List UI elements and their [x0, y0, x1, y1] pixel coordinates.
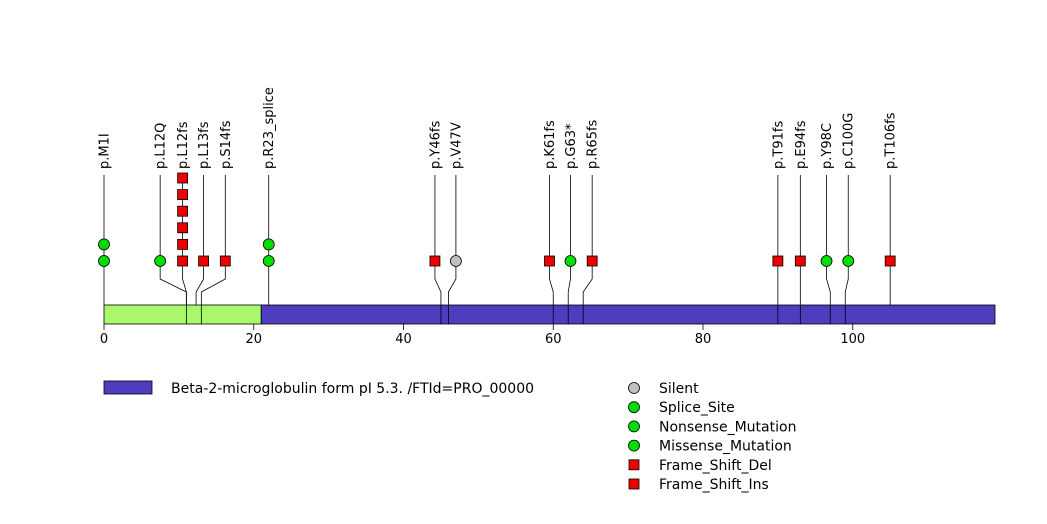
legend-region-label: Beta-2-microglobulin form pI 5.3. /FTId=… [171, 381, 534, 397]
legend-marker-5 [628, 478, 640, 490]
mutation-label-0: p.M1I [98, 133, 113, 169]
legend-marker-2 [628, 420, 640, 433]
mutation-marker-11-0 [772, 255, 784, 267]
mutation-label-6: p.Y46fs [428, 121, 443, 169]
mutation-marker-8-0 [544, 255, 555, 267]
x-tick-label-2: 40 [395, 332, 412, 347]
mutation-label-8: p.K61fs [543, 120, 558, 169]
x-tick-label-0: 0 [100, 332, 108, 347]
mutation-label-12: p.E94fs [794, 120, 809, 169]
mutation-label-13: p.Y98C [820, 123, 835, 169]
protein-region-0 [103, 304, 262, 325]
mutation-marker-14-0 [842, 255, 855, 267]
legend-region-swatch [103, 380, 153, 395]
mutation-marker-3-0 [198, 255, 209, 267]
mutation-marker-1-0 [154, 255, 167, 267]
mutation-marker-0-1 [98, 238, 110, 251]
legend-label-2: Nonsense_Mutation [659, 419, 796, 435]
mutation-stem-10 [582, 175, 593, 305]
legend-label-1: Splice_Site [659, 400, 735, 416]
mutation-marker-13-0 [820, 255, 833, 267]
mutation-stem-14 [844, 175, 849, 305]
mutation-markers-layer [98, 172, 896, 267]
mutation-stem-9 [567, 175, 571, 305]
mutation-marker-5-1 [262, 238, 275, 251]
x-tick-label-1: 20 [245, 332, 262, 347]
legend-marker-4 [628, 459, 640, 471]
mutation-label-11: p.T91fs [771, 121, 786, 169]
mutation-marker-2-2 [177, 222, 189, 234]
mutation-label-14: p.C100G [842, 113, 857, 169]
mutation-marker-6-0 [429, 255, 441, 267]
mutation-stem-7 [448, 175, 457, 305]
mutation-stem-8 [549, 175, 554, 305]
mutation-marker-2-5 [177, 172, 189, 184]
mutation-label-2: p.L12fs [176, 121, 191, 169]
protein-region-layer [103, 304, 996, 325]
mutation-marker-5-0 [262, 255, 275, 267]
legend-marker-3 [628, 439, 640, 452]
legend-label-0: Silent [659, 381, 699, 397]
mutation-marker-2-3 [177, 205, 189, 217]
mutation-label-10: p.R65fs [586, 119, 601, 169]
mutation-stem-13 [826, 175, 831, 305]
mutation-marker-7-0 [450, 255, 462, 267]
mutation-label-5: p.R23_splice [262, 87, 277, 169]
x-axis: 0 20 40 60 80 100 [100, 324, 865, 347]
mutation-marker-2-4 [177, 189, 189, 201]
x-tick-label-3: 60 [545, 332, 562, 347]
mutation-marker-0-0 [98, 255, 110, 267]
legend-marker-1 [628, 401, 640, 414]
mutation-marker-9-0 [564, 255, 577, 267]
legend-label-5: Frame_Shift_Ins [659, 477, 769, 493]
mutation-label-4: p.S14fs [219, 120, 234, 169]
legend-label-4: Frame_Shift_Del [659, 458, 772, 474]
mutation-marker-4-0 [219, 255, 231, 267]
mutation-label-1: p.L12Q [154, 123, 169, 169]
x-tick-label-5: 100 [840, 332, 865, 347]
mutation-stem-4 [200, 175, 226, 305]
mutation-stems-layer [103, 175, 891, 305]
mutation-label-15: p.T106fs [884, 112, 899, 169]
legend: Beta-2-microglobulin form pI 5.3. /FTId=… [103, 380, 796, 493]
mutation-marker-15-0 [884, 255, 896, 267]
mutation-stem-6 [434, 175, 442, 305]
mutation-labels-layer: p.M1I p.L12Q p.L12fs p.L13fs p.S14fs p.R23_sp… [98, 87, 899, 169]
legend-marker-0 [628, 382, 640, 394]
legend-label-3: Missense_Mutation [659, 439, 792, 455]
mutation-marker-2-0 [177, 255, 189, 267]
mutation-label-3: p.L13fs [197, 121, 212, 169]
x-tick-label-4: 80 [695, 332, 712, 347]
protein-region-1 [260, 304, 996, 325]
mutation-marker-12-0 [794, 255, 806, 267]
mutation-marker-2-1 [177, 238, 189, 250]
mutation-label-7: p.V47V [449, 122, 464, 169]
mutation-label-9: p.G63* [564, 123, 579, 169]
mutation-marker-10-0 [586, 255, 598, 267]
mutation-stem-3 [195, 175, 204, 305]
